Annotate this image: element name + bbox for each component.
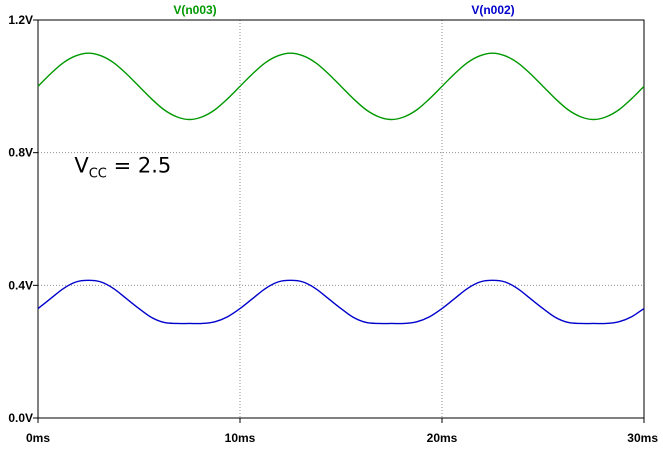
vcc-annotation-value: = 2.5 [107,154,171,178]
y-tick-label: 0.8V [8,146,33,160]
x-tick-label: 20ms [427,431,458,445]
axis-ticks: 0ms 10ms 20ms 30ms 0.0V 0.4V 0.8V 1.2V [8,13,658,445]
vcc-annotation-subscript: CC [89,167,107,182]
x-tick-label: 10ms [225,431,256,445]
vcc-annotation: VCC = 2.5 [74,154,171,182]
vcc-annotation-main: V [74,154,89,178]
x-tick-label: 30ms [627,431,658,445]
series-layer [37,52,645,325]
y-tick-label: 1.2V [8,13,33,27]
legend: V(n003) V(n002) [173,3,514,17]
y-tick-label: 0.4V [8,278,33,292]
series-line-1 [37,279,645,325]
legend-item-1: V(n002) [471,3,514,17]
y-tick-label: 0.0V [8,411,33,425]
series-line-0 [37,52,645,121]
plot-background [38,20,644,418]
plot-frame [37,19,645,419]
x-tick-label: 0ms [26,431,50,445]
legend-item-0: V(n003) [173,3,216,17]
